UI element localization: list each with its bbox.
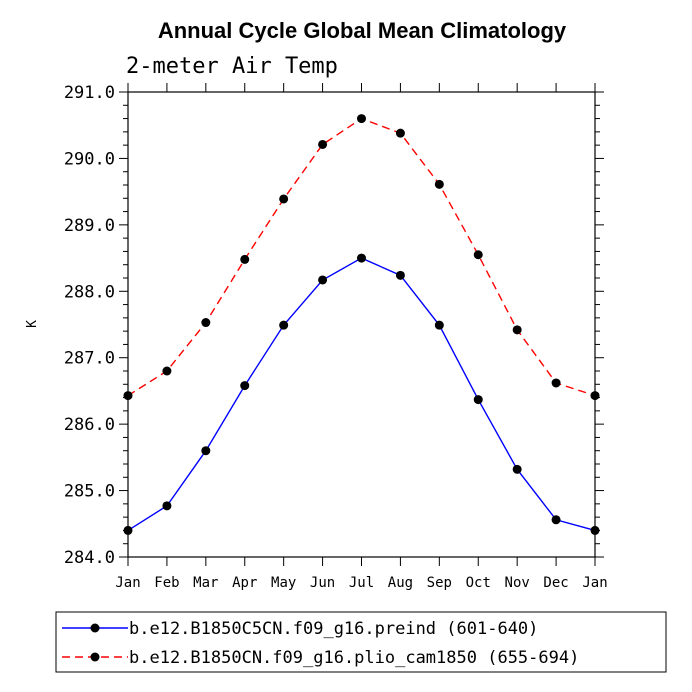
series-2-point — [240, 254, 250, 264]
chart-title: Annual Cycle Global Mean Climatology — [158, 18, 567, 43]
x-tick-label: May — [271, 575, 296, 591]
series-1-point — [395, 270, 405, 280]
series-1-point — [123, 525, 133, 535]
x-tick-labels: Jan Feb Mar Apr May Jun Jul Aug Sep Oct Nov Dec Jan — [115, 575, 607, 591]
y-axis-label: K — [25, 320, 40, 328]
y-tick-labels: 284.0 285.0 286.0 287.0 288.0 289.0 290.0 291.0 — [64, 83, 115, 568]
y-tick-label: 284.0 — [64, 548, 115, 568]
series-line-1 — [127, 257, 596, 532]
series-2-point — [434, 179, 444, 189]
legend-box — [55, 611, 667, 673]
series-1-point — [434, 320, 444, 330]
x-tick-label: Dec — [543, 575, 568, 591]
x-tick-label: Feb — [154, 575, 179, 591]
y-tick-label: 289.0 — [64, 216, 115, 236]
series-2-point — [395, 128, 405, 138]
series-2-point — [473, 250, 483, 260]
y-tick-label: 285.0 — [64, 482, 115, 502]
series-1-point — [201, 446, 211, 456]
legend-label-2: b.e12.B1850CN.f09_g16.plio_cam1850 (655-… — [129, 648, 579, 668]
y-tick-label: 290.0 — [64, 149, 115, 169]
series-group — [123, 114, 600, 535]
legend-marker-1 — [90, 623, 100, 633]
legend-marker-2 — [90, 652, 100, 662]
x-tick-label: Jun — [310, 575, 335, 591]
series-1-point — [318, 275, 328, 285]
series-1-point — [357, 253, 366, 263]
series-1-point — [590, 525, 600, 535]
series-2-point — [551, 378, 561, 388]
series-2-point — [123, 391, 133, 401]
plot-frame — [127, 91, 596, 558]
x-tick-label: Sep — [427, 575, 452, 591]
chart-subtitle: 2-meter Air Temp — [126, 54, 338, 79]
series-2-point — [201, 318, 211, 328]
legend: b.e12.B1850C5CN.f09_g16.preind (601-640)… — [62, 619, 579, 668]
series-2-point — [279, 194, 289, 204]
y-tick-label: 291.0 — [64, 83, 115, 103]
legend-label-1: b.e12.B1850C5CN.f09_g16.preind (601-640) — [129, 619, 538, 639]
axis-ticks — [119, 83, 604, 566]
series-2-point — [162, 366, 172, 376]
y-tick-label: 288.0 — [64, 282, 115, 302]
series-1-point — [473, 395, 483, 405]
x-tick-label: Oct — [466, 575, 491, 591]
x-tick-label: Nov — [505, 575, 530, 591]
series-2-point — [318, 139, 328, 149]
x-tick-label: Jan — [582, 575, 607, 591]
series-1-point — [279, 320, 289, 330]
series-2-point — [590, 391, 600, 401]
y-tick-label: 287.0 — [64, 349, 115, 369]
x-tick-label: Apr — [232, 575, 257, 591]
y-tick-label: 286.0 — [64, 415, 115, 435]
x-tick-label: Jan — [115, 575, 140, 591]
series-1-point — [512, 464, 522, 474]
x-tick-label: Aug — [388, 575, 413, 591]
x-tick-label: Jul — [349, 575, 374, 591]
series-2-point — [357, 114, 366, 124]
series-1-point — [162, 501, 172, 511]
series-1-point — [240, 381, 250, 391]
x-tick-label: Mar — [193, 575, 218, 591]
series-1-point — [551, 515, 561, 525]
series-2-point — [512, 325, 522, 335]
